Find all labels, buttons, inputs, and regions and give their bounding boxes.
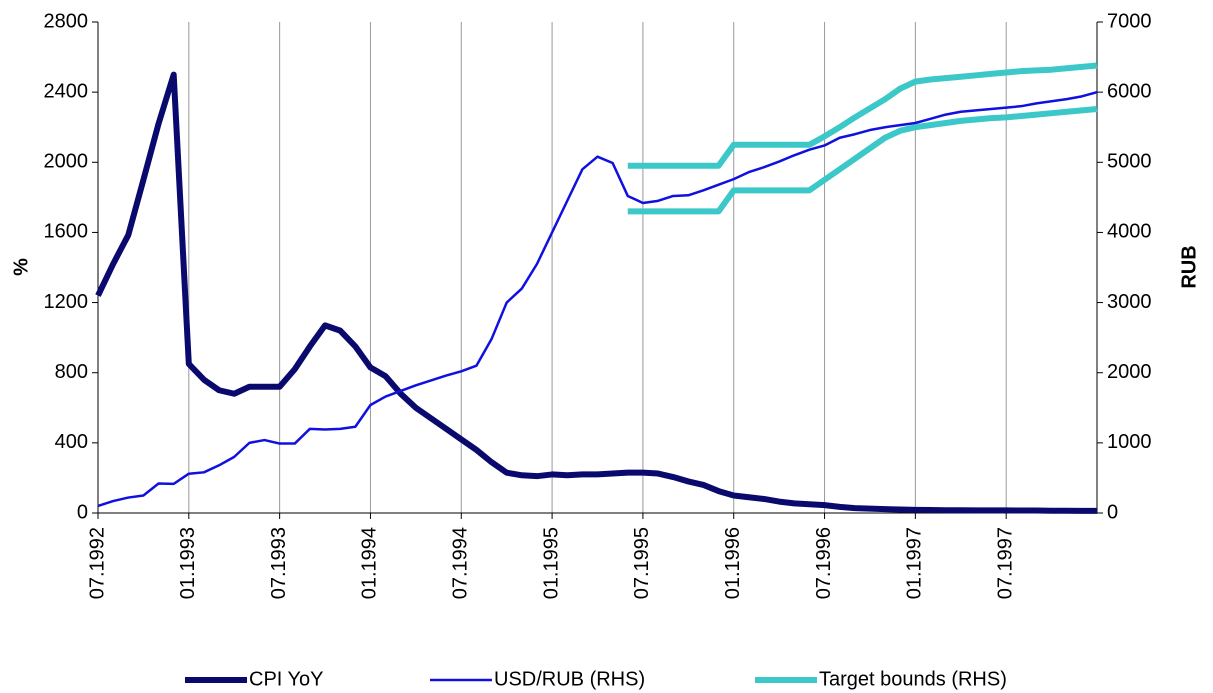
y2-tick-label: 0 <box>1107 501 1118 523</box>
y2-tick-label: 5000 <box>1107 151 1152 173</box>
y-tick-label: 2400 <box>44 80 89 102</box>
series-line <box>627 105 1098 215</box>
x-tick-label: 07.1996 <box>813 527 835 599</box>
x-tick-label: 07.1993 <box>268 527 290 599</box>
y-tick-label: 2800 <box>44 10 89 32</box>
x-tick-label: 07.1992 <box>86 527 108 599</box>
y2-tick-label: 7000 <box>1107 10 1152 32</box>
x-tick-label: 01.1997 <box>904 527 926 599</box>
y2-tick-label: 6000 <box>1107 80 1152 102</box>
y-tick-label: 800 <box>55 361 88 383</box>
y2-axis-title: RUB <box>1178 245 1200 288</box>
series-line <box>97 90 1098 508</box>
series-line <box>627 62 1098 169</box>
x-tick-label: 01.1995 <box>540 527 562 599</box>
y-tick-label: 2000 <box>44 151 89 173</box>
legend-label: USD/RUB (RHS) <box>494 668 645 690</box>
series-line <box>95 71 1097 514</box>
x-tick-label: 01.1996 <box>722 527 744 599</box>
y2-tick-label: 4000 <box>1107 221 1152 243</box>
y2-tick-label: 1000 <box>1107 431 1152 453</box>
y-axis-title: % <box>10 258 32 276</box>
x-tick-label: 07.1997 <box>994 527 1016 599</box>
x-tick-label: 01.1993 <box>177 527 199 599</box>
y2-tick-label: 3000 <box>1107 291 1152 313</box>
legend-label: CPI YoY <box>249 668 324 690</box>
legend-label: Target bounds (RHS) <box>819 668 1007 690</box>
x-tick-label: 07.1994 <box>450 527 472 599</box>
x-tick-label: 01.1994 <box>359 527 381 599</box>
x-tick-label: 07.1995 <box>631 527 653 599</box>
y2-tick-label: 2000 <box>1107 361 1152 383</box>
y-tick-label: 1200 <box>44 291 89 313</box>
y-tick-label: 1600 <box>44 221 89 243</box>
y-tick-label: 400 <box>55 431 88 453</box>
y-tick-label: 0 <box>77 501 88 523</box>
